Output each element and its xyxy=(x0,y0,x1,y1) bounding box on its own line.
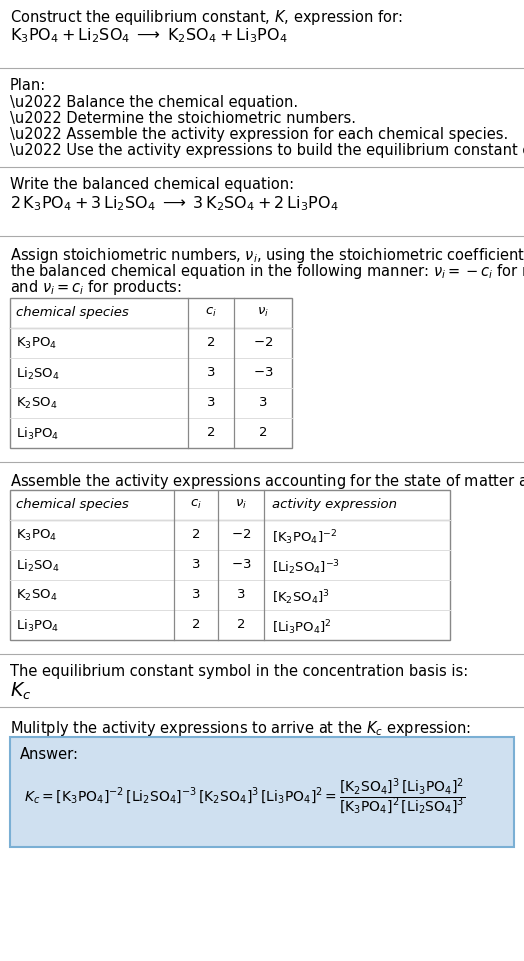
Text: $[\mathrm{Li_2SO_4}]^{-3}$: $[\mathrm{Li_2SO_4}]^{-3}$ xyxy=(272,558,340,577)
Text: $-2$: $-2$ xyxy=(231,528,251,541)
Text: $K_c$: $K_c$ xyxy=(10,681,31,702)
Text: 3: 3 xyxy=(192,588,200,601)
Bar xyxy=(10,490,450,640)
Text: and $\nu_i = c_i$ for products:: and $\nu_i = c_i$ for products: xyxy=(10,278,182,297)
Text: $\mathrm{K_2SO_4}$: $\mathrm{K_2SO_4}$ xyxy=(16,396,57,411)
Text: $\nu_i$: $\nu_i$ xyxy=(235,498,247,511)
Text: $-3$: $-3$ xyxy=(253,366,273,379)
Text: $\mathrm{K_3PO_4 + Li_2SO_4 \;\longrightarrow\; K_2SO_4 + Li_3PO_4}$: $\mathrm{K_3PO_4 + Li_2SO_4 \;\longright… xyxy=(10,26,288,45)
Text: 3: 3 xyxy=(192,558,200,571)
Text: $\mathrm{Li_3PO_4}$: $\mathrm{Li_3PO_4}$ xyxy=(16,618,59,634)
Text: 2: 2 xyxy=(207,336,215,349)
Bar xyxy=(10,298,292,448)
Text: 2: 2 xyxy=(259,426,267,439)
Text: 3: 3 xyxy=(237,588,245,601)
Text: $\mathrm{K_3PO_4}$: $\mathrm{K_3PO_4}$ xyxy=(16,528,57,543)
Text: Write the balanced chemical equation:: Write the balanced chemical equation: xyxy=(10,177,294,192)
Text: $\mathrm{Li_3PO_4}$: $\mathrm{Li_3PO_4}$ xyxy=(16,426,59,442)
Text: $\mathrm{2\,K_3PO_4 + 3\,Li_2SO_4 \;\longrightarrow\; 3\,K_2SO_4 + 2\,Li_3PO_4}$: $\mathrm{2\,K_3PO_4 + 3\,Li_2SO_4 \;\lon… xyxy=(10,194,339,212)
Text: $\mathrm{K_3PO_4}$: $\mathrm{K_3PO_4}$ xyxy=(16,336,57,351)
Text: 2: 2 xyxy=(237,618,245,631)
Text: 3: 3 xyxy=(259,396,267,409)
Text: 3: 3 xyxy=(207,366,215,379)
Text: $[\mathrm{K_3PO_4}]^{-2}$: $[\mathrm{K_3PO_4}]^{-2}$ xyxy=(272,528,337,547)
Text: Mulitply the activity expressions to arrive at the $K_c$ expression:: Mulitply the activity expressions to arr… xyxy=(10,719,471,738)
Text: The equilibrium constant symbol in the concentration basis is:: The equilibrium constant symbol in the c… xyxy=(10,664,468,679)
Text: $\mathrm{Li_2SO_4}$: $\mathrm{Li_2SO_4}$ xyxy=(16,558,60,574)
Text: $\nu_i$: $\nu_i$ xyxy=(257,306,269,319)
Text: $-3$: $-3$ xyxy=(231,558,251,571)
Text: Construct the equilibrium constant, $K$, expression for:: Construct the equilibrium constant, $K$,… xyxy=(10,8,402,27)
Text: Assemble the activity expressions accounting for the state of matter and $\nu_i$: Assemble the activity expressions accoun… xyxy=(10,472,524,491)
Text: $[\mathrm{K_2SO_4}]^{3}$: $[\mathrm{K_2SO_4}]^{3}$ xyxy=(272,588,330,606)
Text: $c_i$: $c_i$ xyxy=(190,498,202,511)
Text: chemical species: chemical species xyxy=(16,306,129,319)
Text: \u2022 Use the activity expressions to build the equilibrium constant expression: \u2022 Use the activity expressions to b… xyxy=(10,143,524,158)
Text: the balanced chemical equation in the following manner: $\nu_i = -c_i$ for react: the balanced chemical equation in the fo… xyxy=(10,262,524,281)
Text: $\mathrm{Li_2SO_4}$: $\mathrm{Li_2SO_4}$ xyxy=(16,366,60,382)
Text: chemical species: chemical species xyxy=(16,498,129,511)
Text: 2: 2 xyxy=(192,618,200,631)
FancyBboxPatch shape xyxy=(10,737,514,847)
Text: $K_c = [\mathrm{K_3PO_4}]^{-2}\,[\mathrm{Li_2SO_4}]^{-3}\,[\mathrm{K_2SO_4}]^{3}: $K_c = [\mathrm{K_3PO_4}]^{-2}\,[\mathrm… xyxy=(24,777,465,818)
Text: $c_i$: $c_i$ xyxy=(205,306,217,319)
Text: $-2$: $-2$ xyxy=(253,336,273,349)
Text: Plan:: Plan: xyxy=(10,78,46,93)
Text: activity expression: activity expression xyxy=(272,498,397,511)
Text: 3: 3 xyxy=(207,396,215,409)
Text: 2: 2 xyxy=(207,426,215,439)
Text: 2: 2 xyxy=(192,528,200,541)
Text: \u2022 Assemble the activity expression for each chemical species.: \u2022 Assemble the activity expression … xyxy=(10,127,508,142)
Text: Assign stoichiometric numbers, $\nu_i$, using the stoichiometric coefficients, $: Assign stoichiometric numbers, $\nu_i$, … xyxy=(10,246,524,265)
Text: \u2022 Balance the chemical equation.: \u2022 Balance the chemical equation. xyxy=(10,95,298,110)
Text: Answer:: Answer: xyxy=(20,747,79,762)
Text: $\mathrm{K_2SO_4}$: $\mathrm{K_2SO_4}$ xyxy=(16,588,57,604)
Text: \u2022 Determine the stoichiometric numbers.: \u2022 Determine the stoichiometric numb… xyxy=(10,111,356,126)
Text: $[\mathrm{Li_3PO_4}]^{2}$: $[\mathrm{Li_3PO_4}]^{2}$ xyxy=(272,618,332,637)
